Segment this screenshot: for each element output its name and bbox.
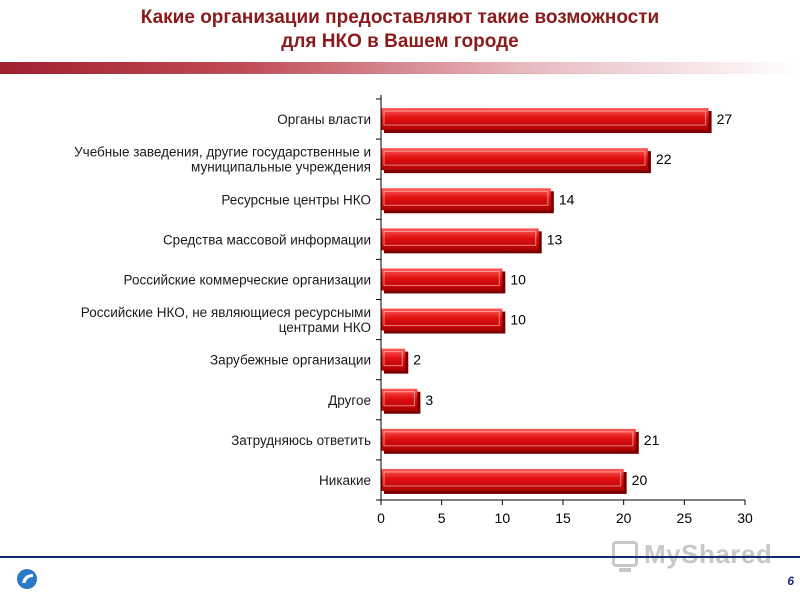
x-tick-label: 5 xyxy=(438,510,446,526)
bar-highlight xyxy=(383,110,707,126)
slide-title: Какие организации предоставляют такие во… xyxy=(0,6,800,54)
axis-layer: Органы власти Учебные заведения, другие г… xyxy=(74,95,753,526)
watermark-text: MyShared xyxy=(644,538,773,569)
category-label: Российские коммерческие организации xyxy=(124,272,371,287)
category-label-line: Средства массовой информации xyxy=(163,232,371,247)
category-label-line: центрами НКО xyxy=(279,320,371,335)
logo-icon xyxy=(17,569,37,589)
category-label-line: Органы власти xyxy=(277,112,371,127)
bar-highlight xyxy=(383,150,646,166)
category-label-line: Российские НКО, не являющиеся ресурсными xyxy=(81,305,371,320)
data-label: 20 xyxy=(632,472,648,488)
bar-highlight xyxy=(383,230,537,246)
x-tick-label: 10 xyxy=(495,510,511,526)
category-label-line: Ресурсные центры НКО xyxy=(221,192,371,207)
category-label-line: Другое xyxy=(328,393,371,408)
category-label: Российские НКО, не являющиеся ресурсными… xyxy=(81,305,371,335)
footer-line xyxy=(0,556,800,558)
category-label: Зарубежные организации xyxy=(210,353,371,368)
category-label: Ресурсные центры НКО xyxy=(221,192,371,207)
category-label-line: Затрудняюсь ответить xyxy=(231,433,371,448)
bar-highlight xyxy=(383,431,634,447)
title-line-1: Какие организации предоставляют такие во… xyxy=(140,7,660,28)
data-label: 27 xyxy=(717,111,733,127)
category-label-line: Российские коммерческие организации xyxy=(124,272,371,287)
category-label: Органы власти xyxy=(277,112,371,127)
watermark: MyShared xyxy=(612,536,772,572)
data-label: 14 xyxy=(559,191,575,207)
category-label-line: муниципальные учреждения xyxy=(191,160,371,175)
bars-layer: 27 22 14 13 10 10 2 3 21 20 xyxy=(381,108,732,494)
x-tick-label: 25 xyxy=(677,510,693,526)
data-label: 10 xyxy=(510,312,526,328)
presentation-icon xyxy=(612,541,638,572)
x-tick-label: 30 xyxy=(737,510,753,526)
category-label: Другое xyxy=(328,393,371,408)
x-tick-label: 15 xyxy=(555,510,571,526)
x-tick-label: 0 xyxy=(377,510,385,526)
page-number: 6 xyxy=(787,574,794,588)
category-label-line: Зарубежные организации xyxy=(210,353,371,368)
data-label: 22 xyxy=(656,151,672,167)
category-label: Средства массовой информации xyxy=(163,232,371,247)
category-label-line: Никакие xyxy=(319,473,371,488)
category-label: Затрудняюсь ответить xyxy=(231,433,371,448)
x-tick-label: 20 xyxy=(616,510,632,526)
bar-highlight xyxy=(383,190,549,206)
category-label: Никакие xyxy=(319,473,371,488)
bar-highlight xyxy=(383,391,415,407)
data-label: 10 xyxy=(510,271,526,287)
data-label: 2 xyxy=(413,352,421,368)
bar-highlight xyxy=(383,351,403,367)
data-label: 21 xyxy=(644,432,660,448)
header-band xyxy=(0,62,800,74)
data-label: 3 xyxy=(425,392,433,408)
title-line-2: для НКО в Вашем городе xyxy=(281,31,519,52)
data-label: 13 xyxy=(547,231,563,247)
category-label-line: Учебные заведения, другие государственны… xyxy=(74,145,371,160)
bar-highlight xyxy=(383,311,500,327)
header-band-line xyxy=(0,73,800,74)
bar-highlight xyxy=(383,471,622,487)
bar-highlight xyxy=(383,270,500,286)
category-label: Учебные заведения, другие государственны… xyxy=(74,145,371,175)
